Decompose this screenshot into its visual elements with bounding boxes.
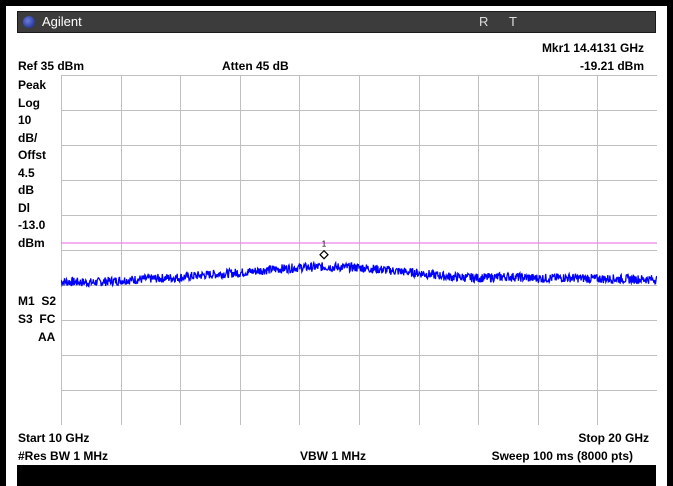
title-bar: Agilent R T — [17, 11, 656, 33]
trace-status-panel: M1 S2 S3 FC AA — [18, 292, 60, 346]
frame-top — [0, 0, 673, 6]
spectrum-trace — [61, 260, 657, 288]
graticule — [61, 75, 657, 425]
display-line-unit: dBm — [18, 235, 45, 250]
left-annotation-panel: Peak Log 10 dB/ Offst 4.5 dB Dl -13.0 dB… — [18, 77, 60, 252]
marker-diamond-icon — [319, 249, 329, 260]
trace-m1: M1 — [18, 294, 35, 308]
display-line-label: Dl — [18, 200, 30, 215]
agilent-logo-icon — [23, 16, 35, 28]
trace-fc: FC — [39, 312, 56, 326]
trace-s3: S3 — [18, 312, 33, 326]
display-line-value: -13.0 — [18, 218, 46, 232]
trace-status-row1: M1 S2 — [18, 292, 60, 310]
softkey-bar — [17, 465, 656, 486]
trace-status-row2: S3 FC — [18, 310, 60, 328]
marker-number: 1 — [322, 240, 327, 249]
scale-unit: dB/ — [18, 130, 38, 145]
video-bandwidth: VBW 1 MHz — [300, 449, 366, 463]
scale-type: Log — [18, 95, 40, 110]
reference-level: Ref 35 dBm — [18, 59, 85, 73]
stop-frequency: Stop 20 GHz — [578, 431, 649, 445]
attenuation: Atten 45 dB — [222, 59, 289, 73]
frame-right — [667, 0, 673, 486]
start-frequency: Start 10 GHz — [18, 431, 90, 445]
remote-indicator: R — [479, 14, 489, 29]
resolution-bandwidth: #Res BW 1 MHz — [18, 449, 109, 463]
trace-s2: S2 — [41, 294, 57, 308]
offset-unit: dB — [18, 183, 34, 197]
detector-mode: Peak — [18, 78, 47, 92]
scale-value: 10 — [18, 113, 32, 127]
brand-name: Agilent — [42, 14, 82, 29]
spectrum-plot: 1 — [61, 75, 657, 425]
marker-amplitude: -19.21 dBm — [579, 59, 644, 73]
frame-left — [0, 0, 6, 486]
offset-label: Offst — [18, 148, 46, 162]
offset-value: 4.5 — [18, 165, 35, 180]
marker-frequency: Mkr1 14.4131 GHz — [541, 41, 644, 55]
sweep-time: Sweep 100 ms (8000 pts) — [491, 449, 633, 463]
trigger-indicator: T — [509, 14, 517, 29]
trace-aa: AA — [38, 330, 56, 344]
